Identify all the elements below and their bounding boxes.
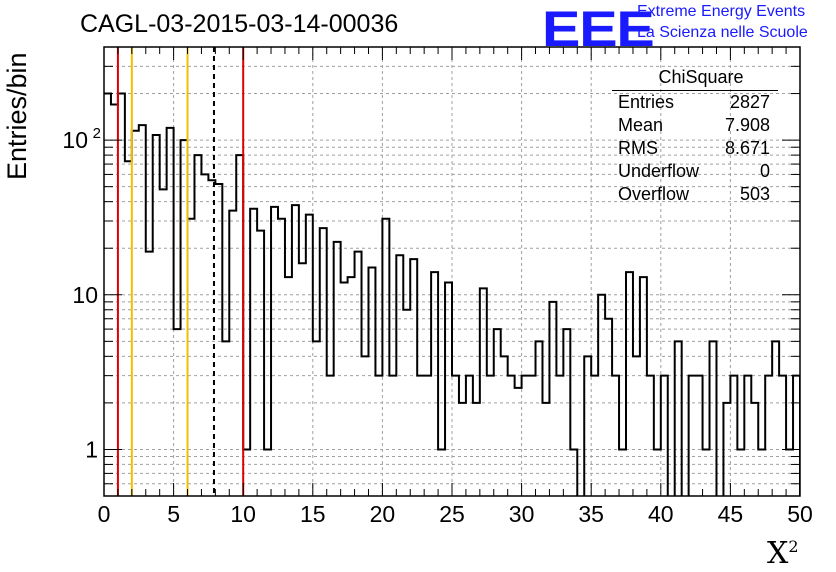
stats-value: 503	[739, 184, 770, 204]
x-tick-label: 15	[300, 501, 326, 527]
stats-row-mean: Mean 7.908	[612, 114, 778, 137]
y-tick-label: 1	[85, 436, 98, 462]
stats-value: 7.908	[724, 115, 770, 135]
eee-logo: EEE	[542, 1, 655, 57]
stats-box: ChiSquare Entries 2827 Mean 7.908 RMS 8.671 Un…	[612, 67, 778, 206]
stats-separator	[612, 90, 778, 91]
stats-label: Underflow	[618, 161, 700, 181]
x-tick-label: 10	[230, 501, 256, 527]
stats-label: Mean	[618, 115, 664, 135]
chart-title: CAGL-03-2015-03-14-00036	[80, 10, 399, 38]
logo-line-1: Extreme Energy Events	[637, 3, 806, 20]
stats-row-underflow: Underflow 0	[612, 160, 778, 183]
x-axis-label: X2	[767, 536, 799, 571]
stats-label: Entries	[618, 92, 675, 112]
x-tick-label: 50	[787, 501, 813, 527]
x-tick-label: 25	[439, 501, 465, 527]
logo-line-2: La Scienza nelle Scuole	[637, 24, 808, 41]
stats-row-entries: Entries 2827	[612, 91, 778, 114]
stats-value: 8.671	[724, 138, 770, 158]
histogram-line	[104, 92, 800, 496]
x-tick-label: 20	[370, 501, 396, 527]
stats-value: 0	[759, 161, 770, 181]
y-tick-label: 10	[62, 127, 88, 153]
x-tick-label: 35	[578, 501, 604, 527]
stats-title: ChiSquare	[658, 67, 744, 87]
stats-value: 2827	[729, 92, 770, 112]
stats-label: Overflow	[618, 184, 690, 204]
x-tick-label: 40	[648, 501, 674, 527]
x-tick-label: 45	[718, 501, 744, 527]
stats-row-rms: RMS 8.671	[612, 137, 778, 160]
y-axis-label: Entries/bin	[2, 52, 32, 180]
y-tick-label-exponent: 2	[93, 125, 101, 142]
x-tick-label: 5	[167, 501, 180, 527]
stats-row-overflow: Overflow 503	[612, 183, 778, 206]
x-tick-label: 30	[509, 501, 535, 527]
x-tick-label: 0	[98, 501, 111, 527]
stats-label: RMS	[618, 138, 658, 158]
y-tick-label: 10	[72, 282, 98, 308]
